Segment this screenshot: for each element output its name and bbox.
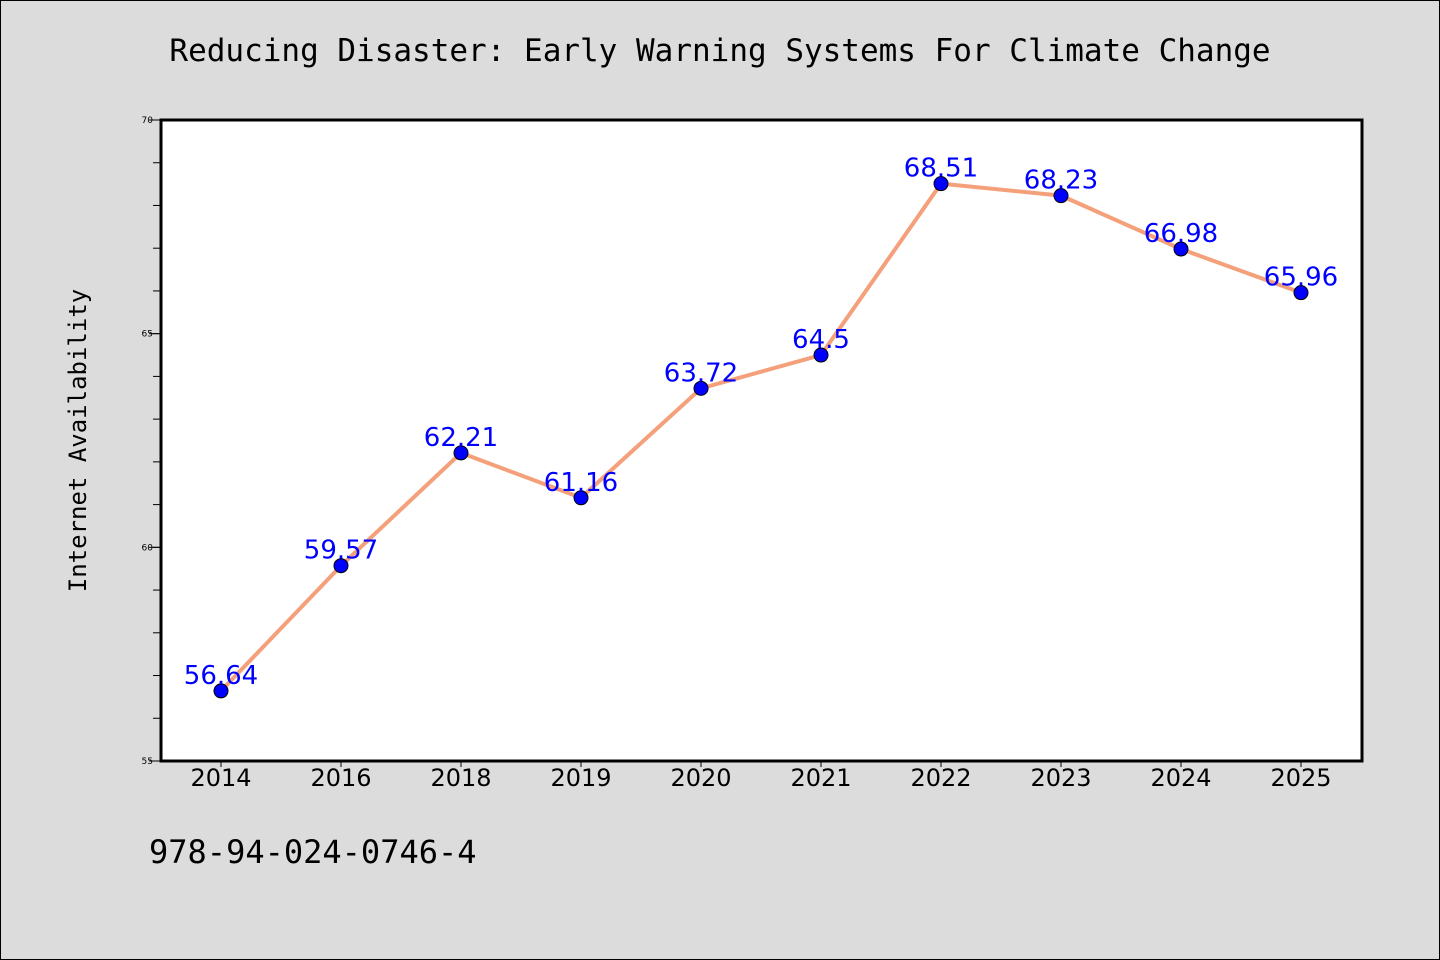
data-label: 64.5 (792, 325, 850, 355)
x-tick-label: 2022 (910, 764, 971, 792)
data-label: 66.98 (1144, 219, 1218, 249)
data-point (213, 683, 229, 699)
chart-title: Reducing Disaster: Early Warning Systems… (169, 33, 1271, 69)
data-point (1053, 188, 1069, 204)
y-tick-label: 65 (142, 330, 153, 340)
data-label: 63.72 (664, 358, 738, 388)
y-tick-label: 55 (142, 757, 153, 767)
y-tick-label: 70 (142, 116, 154, 126)
data-label: 68.51 (904, 154, 978, 184)
series-line (219, 181, 1302, 693)
data-label: 65.96 (1264, 263, 1338, 293)
data-point (693, 380, 709, 396)
data-point (1173, 241, 1189, 257)
x-tick-label: 2019 (550, 764, 611, 792)
x-tick-label: 2023 (1030, 764, 1091, 792)
data-label: 59.57 (304, 536, 378, 566)
data-point (573, 490, 589, 506)
y-tick-label: 60 (142, 543, 154, 553)
data-label: 68.23 (1024, 166, 1098, 196)
data-point (933, 176, 949, 192)
data-point (813, 347, 829, 363)
data-point (333, 558, 349, 574)
x-tick-label: 2016 (310, 764, 371, 792)
y-axis-label: Internet Availability (64, 289, 92, 592)
isbn-footer: 978-94-024-0746-4 (149, 833, 477, 871)
data-label: 61.16 (544, 468, 618, 498)
data-point (1293, 285, 1309, 301)
x-tick-label: 2025 (1270, 764, 1331, 792)
x-tick-label: 2018 (430, 764, 491, 792)
data-point (453, 445, 469, 461)
data-label: 62.21 (424, 423, 498, 453)
x-tick-label: 2021 (790, 764, 851, 792)
plot-area (159, 118, 1364, 763)
x-tick-label: 2020 (670, 764, 731, 792)
x-tick-label: 2014 (190, 764, 251, 792)
x-tick-label: 2024 (1150, 764, 1211, 792)
data-label: 56.64 (184, 661, 258, 691)
